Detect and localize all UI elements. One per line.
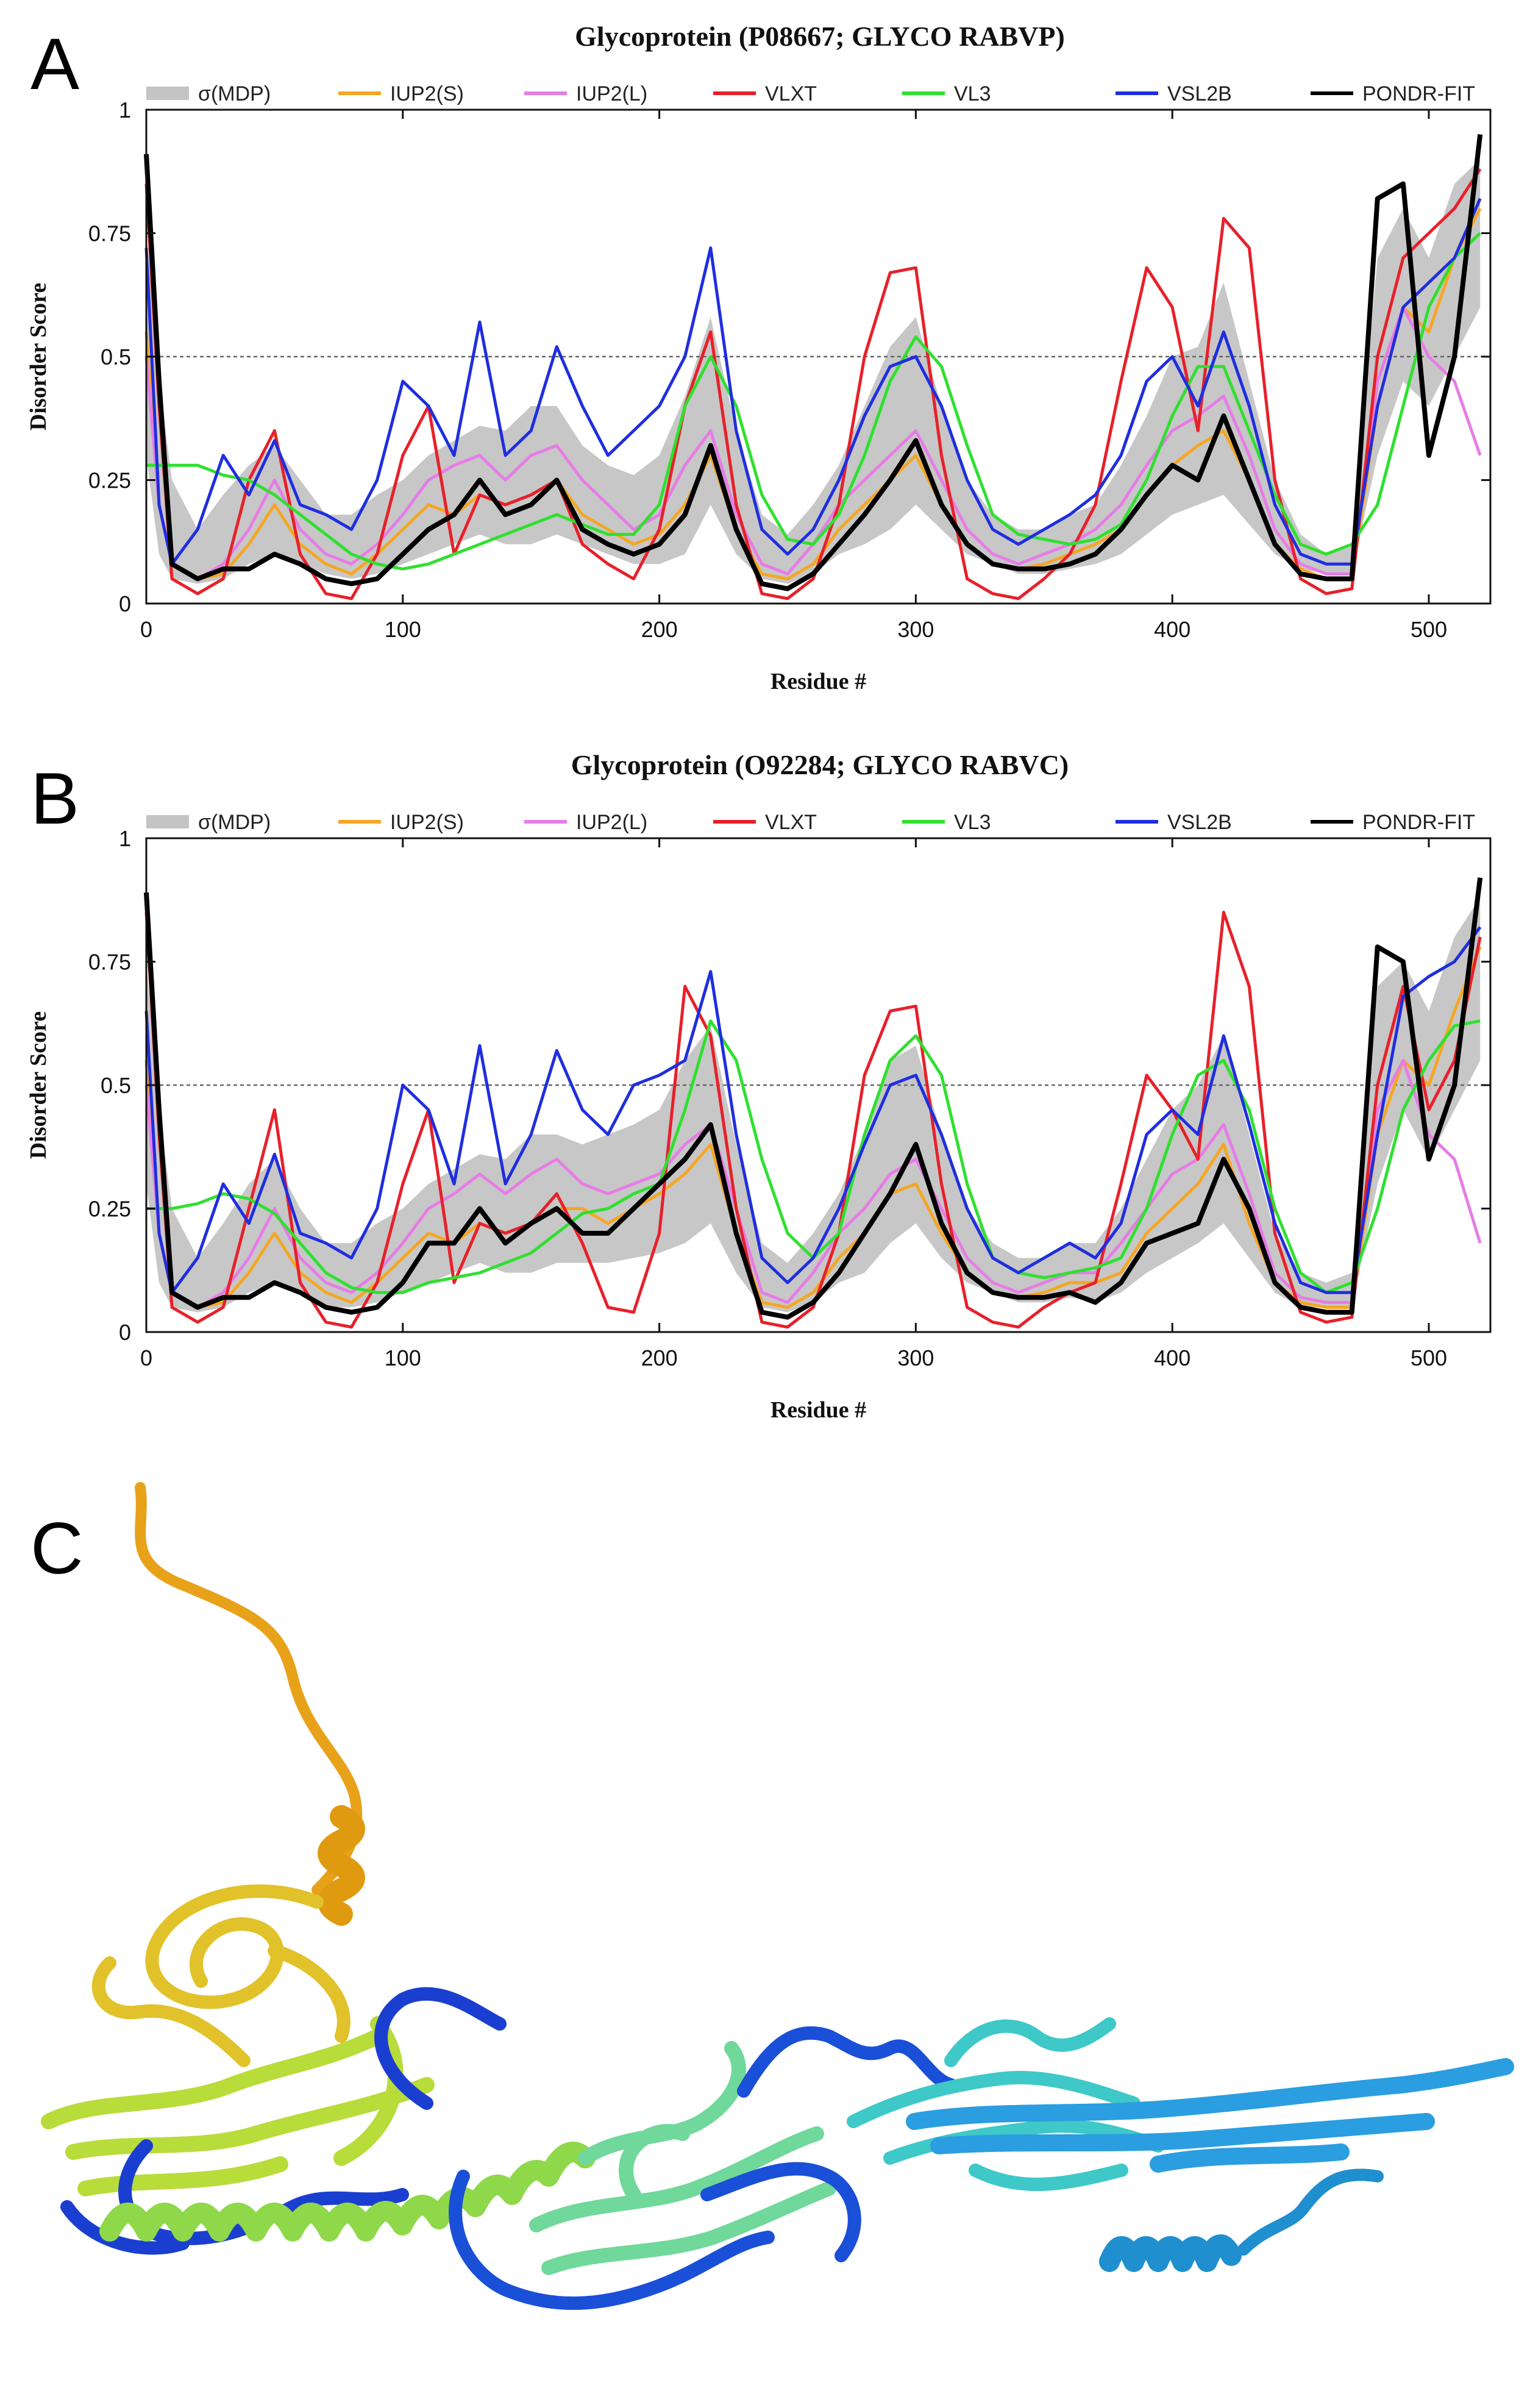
legend-label: VLXT bbox=[765, 811, 817, 834]
x-tick-label: 200 bbox=[641, 1345, 678, 1370]
legend-item: VLXT bbox=[713, 82, 817, 105]
protein-ribbon-structure bbox=[41, 1482, 1514, 2310]
legend-item: PONDR-FIT bbox=[1311, 82, 1475, 105]
x-tick-label: 100 bbox=[385, 1345, 421, 1370]
chart-title: Glycoprotein (O92284; GLYCO RABVC) bbox=[571, 749, 1069, 780]
legend-item: IUP2(L) bbox=[524, 82, 647, 105]
legend-item: σ(MDP) bbox=[146, 811, 271, 834]
legend-swatch bbox=[146, 87, 189, 100]
x-axis-title: Residue # bbox=[770, 669, 866, 694]
x-tick-label: 0 bbox=[140, 1345, 152, 1370]
legend-label: VSL2B bbox=[1167, 82, 1232, 105]
ribbon-helix-c bbox=[1099, 2234, 1242, 2272]
ribbon-helix-n bbox=[318, 1805, 365, 1926]
x-axis-title: Residue # bbox=[770, 1397, 866, 1423]
legend-label: PONDR-FIT bbox=[1362, 811, 1475, 834]
y-tick-label: 1 bbox=[119, 826, 131, 851]
ribbon-domain-yellow bbox=[91, 1884, 350, 2067]
disorder-chart-a: Glycoprotein (P08667; GLYCO RABVP) σ(MDP)… bbox=[26, 21, 1492, 694]
series-line-iup2-l- bbox=[144, 1059, 1482, 1309]
legend-label: IUP2(L) bbox=[576, 82, 647, 105]
legend-swatch bbox=[146, 815, 189, 828]
series-line-iup2-s- bbox=[144, 946, 1482, 1309]
series-line-iup2-l- bbox=[144, 305, 1482, 580]
legend-item: IUP2(L) bbox=[524, 811, 647, 834]
ribbon-tail bbox=[135, 1482, 363, 1895]
disorder-chart-b: Glycoprotein (O92284; GLYCO RABVC) σ(MDP)… bbox=[26, 749, 1492, 1423]
x-tick-label: 500 bbox=[1411, 1345, 1447, 1370]
legend-label: IUP2(S) bbox=[390, 811, 464, 834]
x-tick-label: 400 bbox=[1154, 617, 1190, 642]
ribbon-domain-sky bbox=[906, 2058, 1514, 2173]
y-tick-label: 0.25 bbox=[88, 468, 131, 493]
panel-label-a: A bbox=[30, 23, 80, 105]
legend-item: σ(MDP) bbox=[146, 82, 271, 105]
legend-item: VL3 bbox=[902, 82, 991, 105]
ribbon-tail-c bbox=[1237, 2168, 1384, 2256]
legend-label: VL3 bbox=[954, 82, 991, 105]
panel-label-b: B bbox=[30, 758, 80, 839]
legend-item: IUP2(S) bbox=[338, 82, 464, 105]
x-tick-label: 200 bbox=[641, 617, 678, 642]
x-tick-label: 300 bbox=[897, 1345, 934, 1370]
legend-item: PONDR-FIT bbox=[1311, 811, 1475, 834]
y-tick-label: 0.75 bbox=[88, 221, 131, 246]
legend-item: VLXT bbox=[713, 811, 817, 834]
series-line-vlxt bbox=[144, 911, 1482, 1329]
ribbon-domain-cyan bbox=[847, 2017, 1165, 2192]
legend-label: σ(MDP) bbox=[198, 82, 271, 105]
panel-label-c: C bbox=[30, 1508, 84, 1589]
y-tick-label: 0.25 bbox=[88, 1197, 131, 1222]
y-axis-title: Disorder Score bbox=[26, 1011, 51, 1159]
legend-item: IUP2(S) bbox=[338, 811, 464, 834]
series-sigma-mdp-band bbox=[146, 159, 1481, 584]
ribbon-domain-green bbox=[529, 2041, 836, 2275]
ribbon-domain-lime bbox=[41, 2016, 435, 2196]
legend-item: VSL2B bbox=[1115, 811, 1232, 834]
y-tick-label: 0.5 bbox=[101, 344, 131, 369]
x-tick-label: 400 bbox=[1154, 1345, 1190, 1370]
legend-label: IUP2(S) bbox=[390, 82, 464, 105]
y-tick-label: 0.75 bbox=[88, 950, 131, 975]
legend-label: PONDR-FIT bbox=[1362, 82, 1475, 105]
y-tick-label: 0 bbox=[119, 1320, 131, 1345]
x-tick-label: 100 bbox=[385, 617, 421, 642]
ribbon-long-helix bbox=[99, 2142, 596, 2242]
y-tick-label: 0.5 bbox=[101, 1073, 131, 1098]
y-tick-label: 0 bbox=[119, 591, 131, 616]
legend-item: VL3 bbox=[902, 811, 991, 834]
legend-label: IUP2(L) bbox=[576, 811, 647, 834]
legend-label: VLXT bbox=[765, 82, 817, 105]
x-tick-label: 0 bbox=[140, 617, 152, 642]
series-line-pondr-fit bbox=[144, 877, 1483, 1320]
series-line-vlxt bbox=[144, 168, 1482, 600]
series-line-pondr-fit bbox=[144, 134, 1483, 591]
y-tick-label: 1 bbox=[119, 98, 131, 123]
x-tick-label: 300 bbox=[897, 617, 934, 642]
legend-item: VSL2B bbox=[1115, 82, 1232, 105]
legend-label: σ(MDP) bbox=[198, 811, 271, 834]
ribbon-strand-blue-2 bbox=[449, 2026, 958, 2310]
legend-label: VSL2B bbox=[1167, 811, 1232, 834]
ribbon-strand-blue-1 bbox=[60, 1987, 507, 2255]
chart-title: Glycoprotein (P08667; GLYCO RABVP) bbox=[575, 21, 1065, 52]
series-line-vsl2b bbox=[144, 926, 1482, 1294]
series-line-vsl2b bbox=[144, 198, 1482, 566]
series-line-vl3 bbox=[146, 1019, 1481, 1294]
x-tick-label: 500 bbox=[1411, 617, 1447, 642]
legend-label: VL3 bbox=[954, 811, 991, 834]
y-axis-title: Disorder Score bbox=[26, 283, 51, 430]
